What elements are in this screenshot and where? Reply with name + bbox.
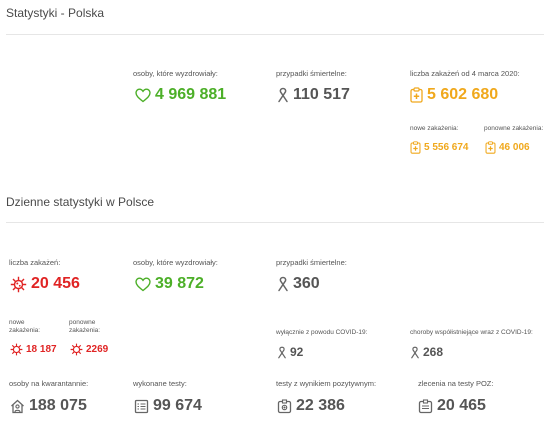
tests-poz-label: zlecenia na testy POZ: (418, 379, 494, 388)
daily-deaths: 360 (277, 275, 320, 293)
tests-done-value: 99 674 (153, 397, 202, 414)
heart-icon (135, 87, 151, 103)
deaths-comorbid-label: choroby współistniejące wraz z COVID-19: (410, 329, 533, 336)
heart-icon (135, 276, 151, 292)
clipboard-plus-icon (485, 141, 496, 154)
clipboard-plus-icon (410, 141, 421, 154)
recovered-value: 4 969 881 (155, 86, 227, 103)
re-infections-total: 46 006 (485, 141, 530, 154)
quarantine: 188 075 (10, 397, 87, 415)
tests-positive-label: testy z wynikiem pozytywnym: (276, 379, 377, 388)
daily-infections-value: 20 456 (31, 275, 80, 292)
deaths-total: 110 517 (277, 86, 350, 104)
re-infections-label: ponowne zakażenia: (484, 125, 544, 132)
deaths-covid-only-value: 92 (290, 345, 304, 359)
daily-deaths-value: 360 (293, 275, 320, 292)
daily-infections-label: liczba zakażeń: (9, 258, 61, 267)
quarantine-value: 188 075 (29, 397, 87, 414)
daily-new-infections-value: 18 187 (26, 344, 57, 355)
daily-deaths-label: przypadki śmiertelne: (276, 258, 347, 267)
virus-icon (70, 343, 83, 356)
clipboard-plus-icon (410, 87, 423, 103)
tests-positive: 22 386 (277, 397, 345, 415)
tests-done: 99 674 (134, 397, 202, 415)
infections-total: 5 602 680 (410, 86, 498, 104)
deaths-label: przypadki śmiertelne: (276, 69, 347, 78)
virus-icon (10, 276, 27, 293)
test-tube-icon (277, 398, 292, 414)
daily-re-infections-label: ponowne zakażenia: (69, 319, 101, 334)
ribbon-icon (410, 346, 420, 359)
virus-icon (10, 343, 23, 356)
tests-positive-value: 22 386 (296, 397, 345, 414)
deaths-comorbid: 268 (410, 345, 443, 359)
ribbon-icon (277, 346, 287, 359)
section-title-polska: Statystyki - Polska (6, 6, 105, 20)
daily-new-infections: 18 187 (10, 343, 57, 356)
deaths-covid-only-label: wyłącznie z powodu COVID-19: (276, 329, 368, 336)
infections-label: liczba zakażeń od 4 marca 2020: (410, 69, 520, 78)
daily-recovered-value: 39 872 (155, 275, 204, 292)
deaths-value: 110 517 (293, 86, 350, 103)
section-title-daily: Dzienne statystyki w Polsce (6, 195, 155, 209)
tests-poz: 20 465 (418, 397, 486, 415)
daily-recovered-label: osoby, które wyzdrowiały: (133, 258, 218, 267)
daily-recovered: 39 872 (135, 275, 204, 293)
ribbon-icon (277, 87, 289, 103)
daily-infections: 20 456 (10, 275, 80, 293)
new-infections-label: nowe zakażenia: (410, 125, 459, 132)
divider (6, 222, 544, 223)
test-list-icon (134, 399, 149, 414)
daily-re-infections-value: 2269 (86, 344, 109, 355)
infections-value: 5 602 680 (427, 86, 499, 103)
daily-re-infections: 2269 (70, 343, 108, 356)
ribbon-icon (277, 276, 289, 292)
re-infections-value: 46 006 (499, 142, 530, 153)
daily-new-infections-label: nowe zakażenia: (9, 319, 41, 334)
new-infections-value: 5 556 674 (424, 142, 469, 153)
tests-done-label: wykonane testy: (133, 379, 187, 388)
tests-poz-value: 20 465 (437, 397, 486, 414)
recovered-label: osoby, które wyzdrowiały: (133, 69, 218, 78)
deaths-covid-only: 92 (277, 345, 303, 359)
new-infections-total: 5 556 674 (410, 141, 469, 154)
test-tube-icon (418, 398, 433, 414)
quarantine-label: osoby na kwarantannie: (9, 379, 89, 388)
house-person-icon (10, 399, 25, 414)
divider (6, 34, 544, 35)
recovered-total: 4 969 881 (135, 86, 226, 104)
deaths-comorbid-value: 268 (423, 345, 444, 359)
